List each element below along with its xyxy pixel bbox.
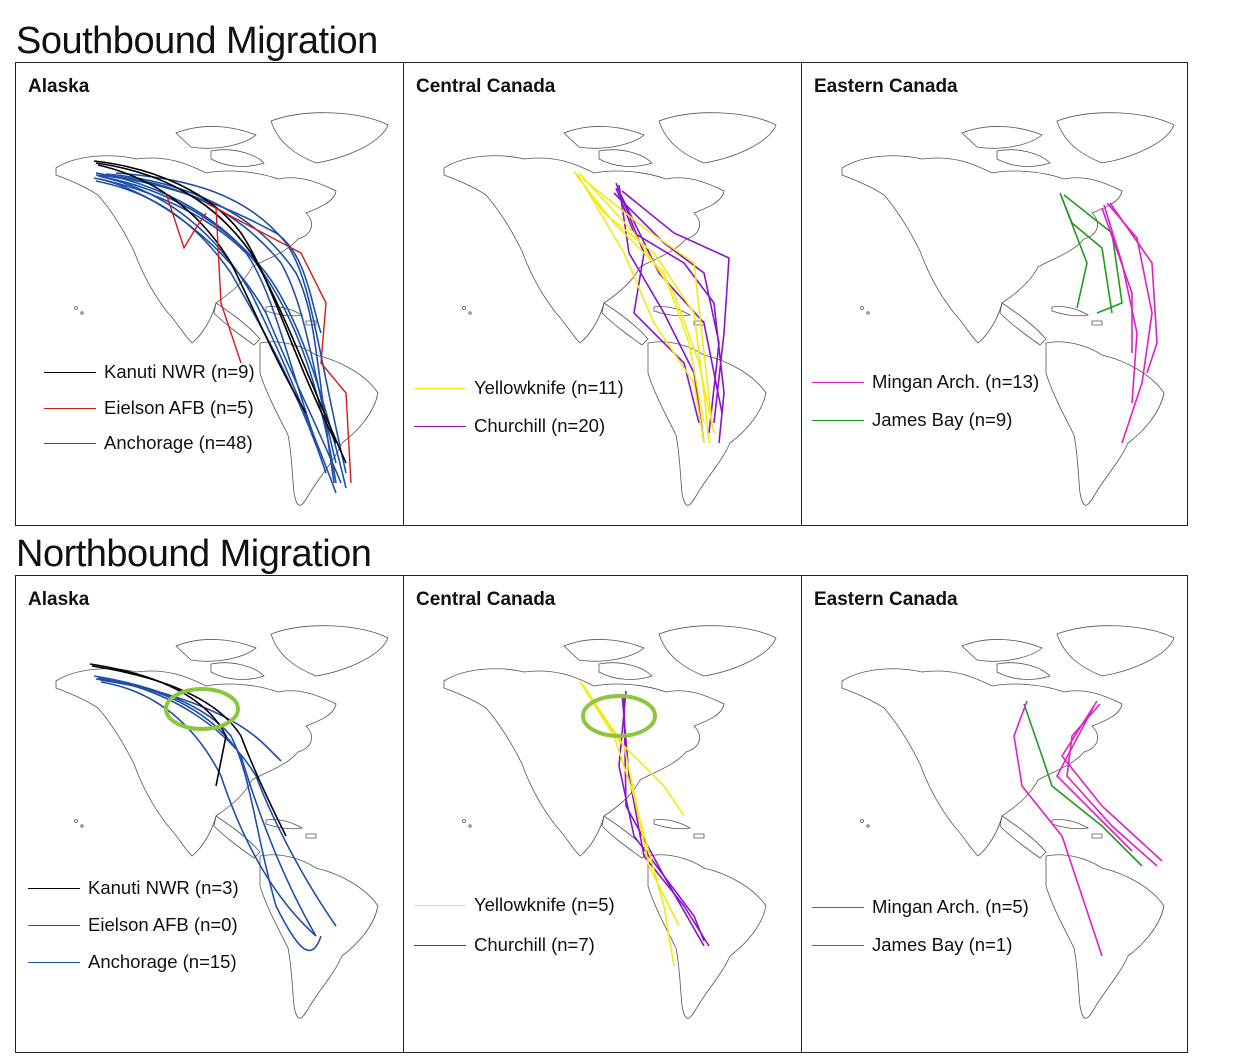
southbound-title: Southbound Migration bbox=[16, 20, 378, 62]
panel-title-eastern: Eastern Canada bbox=[814, 76, 958, 97]
americas-map bbox=[55, 112, 389, 506]
legend-swatch bbox=[414, 944, 466, 946]
legend-label: Eielson AFB (n=0) bbox=[88, 914, 238, 935]
legend-label: Anchorage (n=48) bbox=[104, 432, 253, 453]
panel-title-central: Central Canada bbox=[416, 76, 556, 97]
legend-item: Yellowknife (n=5) bbox=[414, 894, 615, 916]
legend-item: Eielson AFB (n=0) bbox=[28, 914, 238, 936]
legend-swatch bbox=[28, 924, 80, 926]
legend-item: Churchill (n=20) bbox=[414, 415, 605, 437]
migration-tracks-mingan bbox=[1101, 202, 1158, 444]
panel-title-eastern: Eastern Canada bbox=[814, 589, 958, 610]
migration-tracks-yellowknife bbox=[573, 170, 715, 444]
northbound-title: Northbound Migration bbox=[16, 533, 372, 575]
southbound-eastern-panel: Eastern Canada Mingan Arch. (n=13) James… bbox=[801, 63, 1187, 525]
legend-label: Mingan Arch. (n=13) bbox=[872, 371, 1040, 392]
legend-swatch bbox=[812, 381, 864, 383]
legend-label: Anchorage (n=15) bbox=[88, 951, 237, 972]
northbound-eastern-panel: Eastern Canada Mingan Arch. (n=5) James … bbox=[801, 576, 1187, 1052]
legend-item: Anchorage (n=48) bbox=[44, 432, 253, 454]
legend-item: James Bay (n=1) bbox=[812, 934, 1012, 956]
legend-label: Mingan Arch. (n=5) bbox=[872, 896, 1029, 917]
panel-title-alaska: Alaska bbox=[28, 589, 90, 610]
americas-map bbox=[55, 625, 389, 1019]
legend-item: Churchill (n=7) bbox=[414, 934, 595, 956]
northbound-row: Alaska Kanuti NWR (n=3) Eielson AFB (n=0… bbox=[15, 575, 1188, 1053]
legend-label: James Bay (n=1) bbox=[872, 934, 1013, 955]
legend-swatch bbox=[812, 906, 864, 908]
legend-label: Kanuti NWR (n=9) bbox=[104, 361, 255, 382]
legend-label: Churchill (n=20) bbox=[474, 415, 606, 436]
americas-map bbox=[841, 625, 1175, 1019]
highlight-ellipse bbox=[581, 694, 657, 738]
legend-item: Eielson AFB (n=5) bbox=[44, 397, 254, 419]
legend-label: James Bay (n=9) bbox=[872, 409, 1013, 430]
southbound-row: Alaska bbox=[15, 62, 1188, 526]
northbound-central-panel: Central Canada Yellowknife (n=5) Churchi… bbox=[403, 576, 801, 1052]
legend-swatch bbox=[414, 904, 466, 906]
migration-tracks-mingan bbox=[1013, 700, 1163, 957]
legend-item: Yellowknife (n=11) bbox=[414, 377, 624, 399]
legend-swatch bbox=[28, 887, 80, 889]
migration-tracks-james-bay bbox=[1023, 703, 1143, 867]
legend-swatch bbox=[44, 371, 96, 373]
legend-swatch bbox=[28, 961, 80, 963]
panel-title-alaska: Alaska bbox=[28, 76, 90, 97]
migration-tracks-churchill bbox=[613, 182, 730, 444]
americas-map bbox=[443, 112, 777, 506]
legend-label: Eielson AFB (n=5) bbox=[104, 397, 254, 418]
migration-tracks-james-bay bbox=[1059, 192, 1123, 314]
legend-swatch bbox=[812, 419, 864, 421]
legend-item: Anchorage (n=15) bbox=[28, 951, 237, 973]
panel-title-central: Central Canada bbox=[416, 589, 556, 610]
legend-swatch bbox=[812, 944, 864, 946]
legend-item: Kanuti NWR (n=3) bbox=[28, 877, 239, 899]
legend-item: Kanuti NWR (n=9) bbox=[44, 361, 255, 383]
legend-swatch bbox=[44, 407, 96, 409]
legend-swatch bbox=[44, 442, 96, 444]
legend-label: Yellowknife (n=5) bbox=[474, 894, 615, 915]
southbound-alaska-panel: Alaska bbox=[16, 63, 403, 525]
migration-tracks-kanuti bbox=[93, 160, 347, 464]
legend-item: Mingan Arch. (n=5) bbox=[812, 896, 1029, 918]
northbound-alaska-panel: Alaska Kanuti NWR (n=3) Eielson AFB (n=0… bbox=[16, 576, 403, 1052]
migration-tracks-yellowknife bbox=[579, 681, 685, 967]
legend-swatch bbox=[414, 387, 466, 389]
americas-map bbox=[443, 625, 777, 1019]
migration-tracks-eielson bbox=[165, 192, 352, 484]
legend-label: Churchill (n=7) bbox=[474, 934, 595, 955]
legend-label: Kanuti NWR (n=3) bbox=[88, 877, 239, 898]
americas-map bbox=[841, 112, 1175, 506]
legend-item: Mingan Arch. (n=13) bbox=[812, 371, 1039, 393]
legend-swatch bbox=[414, 425, 466, 427]
southbound-central-panel: Central Canada Yellowknife (n=11) Churc bbox=[403, 63, 801, 525]
legend-label: Yellowknife (n=11) bbox=[474, 377, 624, 398]
migration-tracks-anchorage bbox=[93, 675, 337, 952]
highlight-ellipse bbox=[164, 687, 240, 731]
legend-item: James Bay (n=9) bbox=[812, 409, 1012, 431]
